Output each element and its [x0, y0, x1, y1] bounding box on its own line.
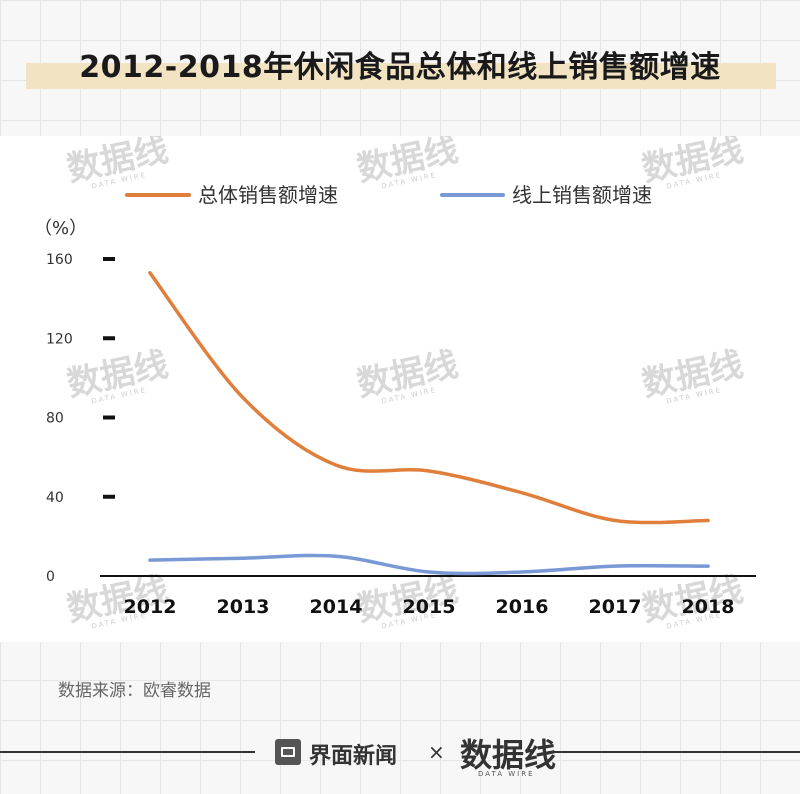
y-tick-label-160: 160 [46, 252, 73, 268]
data-source-note: 数据来源：欧睿数据 [58, 681, 211, 701]
data-point-s1-2014 [334, 554, 338, 558]
data-point-s1-2013 [241, 556, 245, 560]
x-tick-label-2017: 2017 [589, 596, 642, 618]
y-tick-label-40: 40 [46, 490, 64, 506]
footer-rule-right [548, 751, 800, 753]
data-point-s0-2014 [334, 463, 338, 467]
chart-panel [0, 136, 800, 642]
x-tick-label-2013: 2013 [217, 596, 270, 618]
series-line-total [148, 271, 710, 525]
y-tick-label-120: 120 [46, 331, 73, 347]
legend: 总体销售额增速 线上销售额增速 [125, 183, 652, 207]
legend-label-online: 线上销售额增速 [512, 183, 652, 207]
data-point-s0-2018 [706, 518, 710, 523]
title-highlight-bar [26, 63, 776, 89]
data-point-s0-2013 [241, 396, 245, 400]
footer-rule-left [0, 751, 255, 753]
footer-brand: 界面新闻 [309, 744, 398, 769]
x-tick-label-2012: 2012 [124, 596, 177, 618]
y-tick-label-0: 0 [46, 569, 55, 585]
data-point-s0-2017 [613, 518, 617, 523]
data-point-s1-2018 [706, 564, 710, 568]
x-tick-label-2015: 2015 [403, 596, 456, 618]
jiemian-logo-icon [275, 739, 301, 765]
x-axis: 2012 2013 2014 2015 2016 2017 2018 [124, 596, 735, 618]
y-axis-unit-label: （%） [34, 218, 87, 239]
footer: 界面新闻 × 数据线 DATA WIRE [0, 718, 800, 782]
legend-label-total: 总体销售额增速 [198, 183, 338, 207]
data-point-s1-2015 [427, 570, 431, 574]
data-point-s0-2016 [520, 491, 524, 495]
data-points [148, 271, 710, 574]
data-point-s1-2016 [520, 570, 524, 574]
y-axis: 0 40 80 120 160 [46, 252, 115, 585]
x-tick-label-2014: 2014 [310, 596, 363, 618]
data-point-s1-2017 [613, 564, 617, 568]
y-tick-label-80: 80 [46, 411, 64, 427]
data-point-s0-2015 [427, 469, 431, 473]
data-point-s1-2012 [148, 558, 152, 562]
x-tick-label-2018: 2018 [682, 596, 735, 618]
footer-partner-sub: DATA WIRE [478, 770, 535, 778]
footer-partner-logo: 数据线 [460, 736, 557, 774]
x-tick-label-2016: 2016 [496, 596, 549, 618]
footer-times-sign: × [428, 740, 445, 764]
data-point-s0-2012 [148, 271, 152, 275]
chart-title: 2012-2018年休闲食品总体和线上销售额增速 [79, 50, 721, 85]
